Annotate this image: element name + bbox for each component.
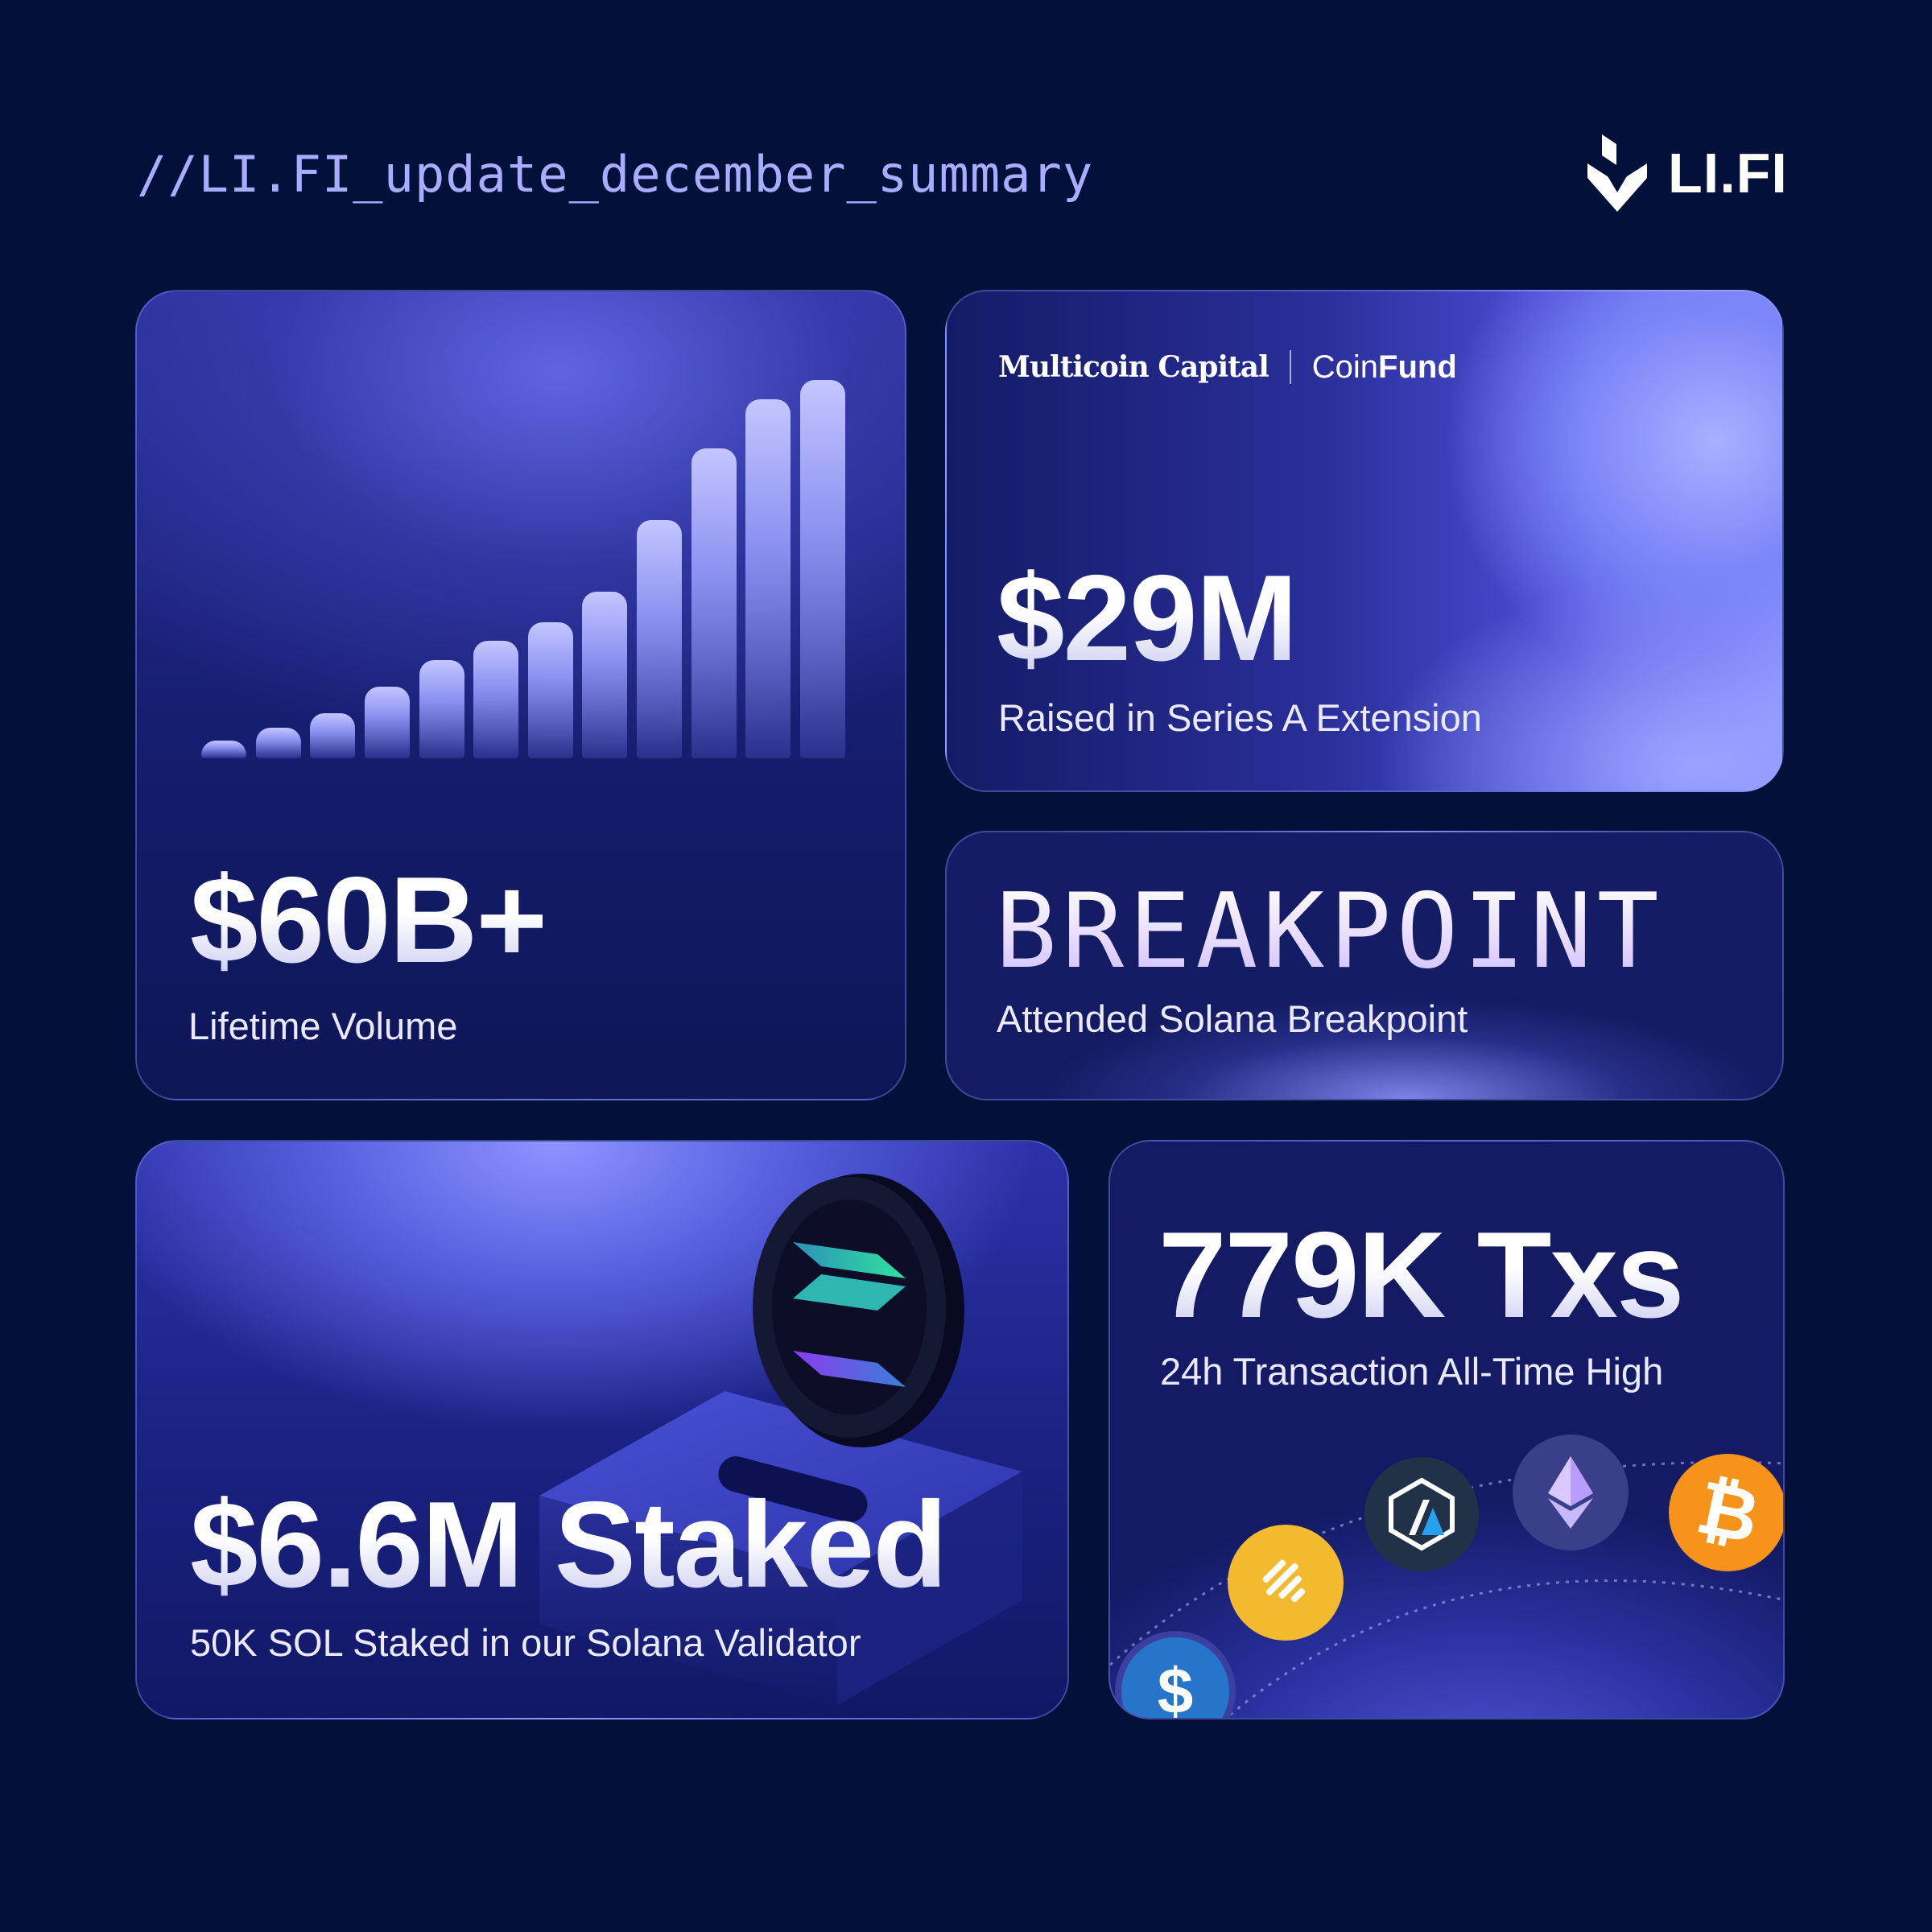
breakpoint-card: BREAKPOINT Attended Solana Breakpoint [945,831,1784,1100]
coinfund-prefix: Coin [1311,349,1379,385]
staked-card: $6.6M Staked 50K SOL Staked in our Solan… [135,1140,1069,1719]
funders-divider [1289,350,1291,384]
series-a-value: $29M [997,550,1298,687]
bitcoin-icon: ₿ [1669,1454,1783,1571]
coinfund-suffix: Fund [1378,349,1457,385]
solana-coin-icon [753,1174,964,1447]
volume-bar [255,728,301,758]
volume-bar [527,621,573,758]
lifetime-volume-card: $60B+ Lifetime Volume [135,290,906,1100]
volume-bar [473,641,519,758]
volume-bar [582,592,628,758]
volume-bar [800,380,845,758]
usdc-icon: $ [1115,1631,1236,1718]
transactions-value: 779K Txs [1158,1207,1685,1344]
breakpoint-label: Attended Solana Breakpoint [997,997,1468,1040]
multicoin-capital-logo: Multicoin Capital [998,350,1269,384]
ethereum-icon [1513,1435,1629,1550]
coinfund-logo: CoinFund [1312,349,1457,386]
page-title: //LI.FI_update_december_summary [137,145,1094,204]
staked-value: $6.6M Staked [190,1476,947,1613]
breakpoint-logo: BREAKPOINT [995,872,1664,992]
bnb-icon [1228,1525,1344,1641]
lifi-logo-icon [1587,134,1647,212]
volume-bar [691,448,737,758]
funders-logos: Multicoin Capital CoinFund [998,343,1457,391]
brand: LI.FI [1584,133,1788,213]
volume-bar [364,686,410,758]
volume-bar-chart [201,380,845,758]
transactions-card: 779K Txs 24h Transaction All-Time High $… [1108,1140,1785,1719]
volume-bar [637,519,683,758]
series-a-label: Raised in Series A Extension [998,696,1482,739]
lifetime-volume-label: Lifetime Volume [188,1005,458,1047]
volume-bar [419,659,464,758]
token-arc-track [1110,1461,1783,1718]
volume-bar [745,398,791,758]
brand-name: LI.FI [1668,142,1788,204]
series-a-card: Multicoin Capital CoinFund $29M Raised i… [945,290,1784,792]
volume-bar [310,712,356,758]
arbitrum-icon [1364,1457,1479,1571]
transactions-label: 24h Transaction All-Time High [1160,1350,1664,1393]
staked-label: 50K SOL Staked in our Solana Validator [190,1621,861,1664]
volume-bar [201,741,246,758]
staking-pedestal-illustration [539,1391,1022,1705]
lifetime-volume-value: $60B+ [190,852,547,989]
